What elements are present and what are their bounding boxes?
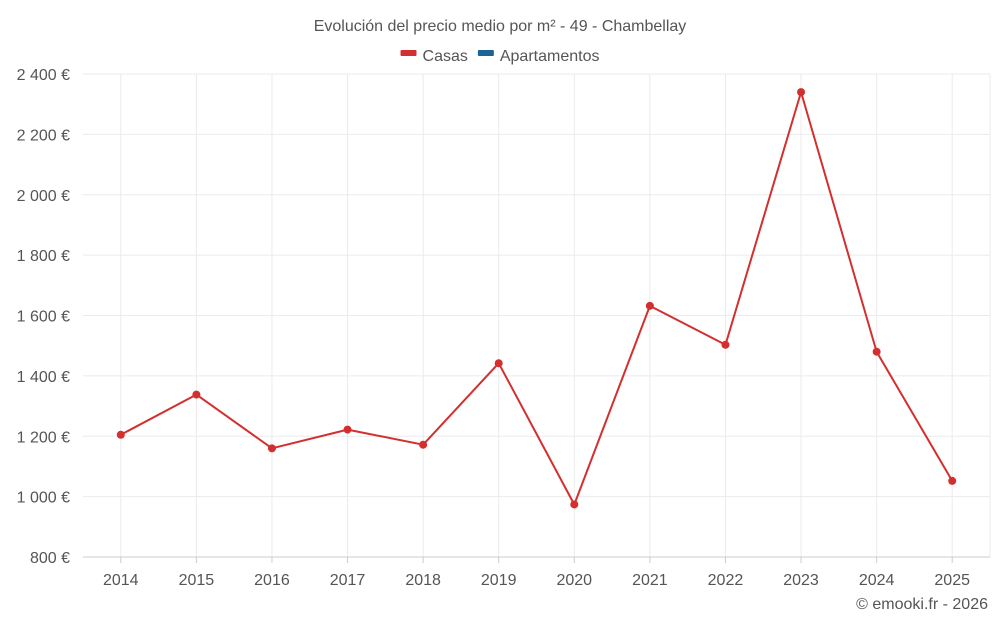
x-tick-label: 2015: [179, 572, 215, 589]
x-tick-label: 2017: [330, 572, 366, 589]
y-tick-label: 2 000 €: [17, 188, 70, 205]
data-point-casas[interactable]: [116, 430, 125, 439]
data-point-casas[interactable]: [192, 390, 201, 399]
x-tick-label: 2024: [859, 572, 895, 589]
legend-item-casas[interactable]: Casas: [400, 48, 468, 65]
y-tick-label: 2 200 €: [17, 127, 70, 144]
y-tick-label: 1 800 €: [17, 248, 70, 265]
data-point-casas[interactable]: [645, 301, 654, 310]
y-tick-label: 800 €: [30, 550, 70, 567]
data-point-casas[interactable]: [872, 347, 881, 356]
y-tick-label: 2 400 €: [17, 67, 70, 84]
series-layer: [116, 88, 957, 509]
data-point-casas[interactable]: [721, 340, 730, 349]
data-point-casas[interactable]: [343, 425, 352, 434]
data-point-casas[interactable]: [797, 88, 806, 97]
y-tick-label: 1 000 €: [17, 490, 70, 507]
data-point-casas[interactable]: [494, 359, 503, 368]
x-tick-label: 2022: [708, 572, 744, 589]
legend: Casas Apartamentos: [400, 48, 600, 65]
data-point-casas[interactable]: [267, 444, 276, 453]
legend-swatch: [477, 50, 494, 56]
data-point-casas[interactable]: [419, 440, 428, 449]
x-tick-label: 2025: [934, 572, 970, 589]
x-tick-label: 2023: [783, 572, 819, 589]
chart-title: Evolución del precio medio por m² - 49 -…: [314, 18, 687, 35]
x-tick-label: 2016: [254, 572, 290, 589]
x-tick-label: 2021: [632, 572, 668, 589]
legend-swatch: [400, 50, 417, 56]
legend-item-apartamentos[interactable]: Apartamentos: [477, 48, 600, 65]
credit-text: © emooki.fr - 2026: [856, 596, 988, 613]
legend-label: Apartamentos: [500, 48, 600, 65]
y-tick-label: 1 200 €: [17, 429, 70, 446]
data-point-casas[interactable]: [948, 476, 957, 485]
series-line-casas: [120, 91, 954, 506]
y-tick-label: 1 600 €: [17, 309, 70, 326]
x-tick-label: 2018: [405, 572, 441, 589]
x-tick-label: 2020: [556, 572, 592, 589]
legend-label: Casas: [423, 48, 468, 65]
y-tick-label: 1 400 €: [17, 369, 70, 386]
data-point-casas[interactable]: [570, 500, 579, 509]
x-tick-label: 2014: [103, 572, 139, 589]
axes: 800 € 1 000 € 1 200 € 1 400 € 1 600 € 1 800 €…: [17, 67, 990, 589]
x-tick-label: 2019: [481, 572, 517, 589]
grid: [83, 73, 991, 557]
